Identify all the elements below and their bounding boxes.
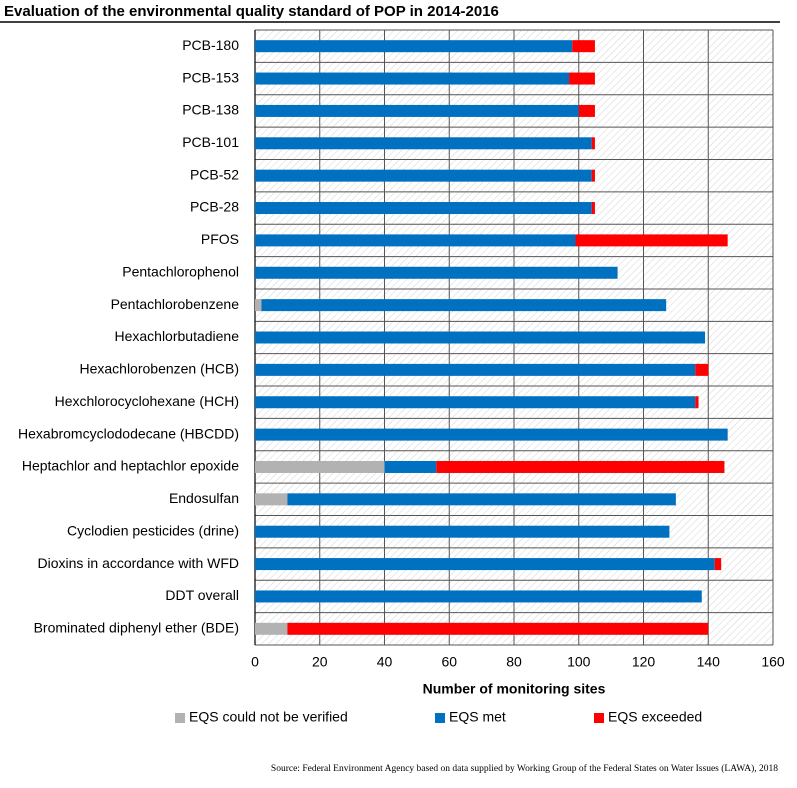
bar xyxy=(261,299,667,312)
y-tick-label: Hexabromcyclododecane (HBCDD) xyxy=(18,425,239,441)
legend-label: EQS met xyxy=(449,709,506,725)
x-tick-label: 0 xyxy=(251,654,259,670)
bar xyxy=(255,558,715,571)
y-tick-label: Pentachlorophenol xyxy=(122,263,239,279)
bar xyxy=(572,40,595,53)
bar xyxy=(714,558,722,571)
legend-swatch xyxy=(435,713,445,723)
x-tick-label: 80 xyxy=(506,654,522,670)
x-axis-title: Number of monitoring sites xyxy=(423,681,606,697)
bar xyxy=(384,460,437,473)
x-tick-label: 140 xyxy=(697,654,721,670)
x-tick-label: 160 xyxy=(761,654,785,670)
bar xyxy=(591,169,595,182)
y-tick-label: DDT overall xyxy=(165,587,239,603)
bar xyxy=(255,40,573,53)
y-tick-label: PCB-101 xyxy=(182,134,239,150)
legend-swatch xyxy=(175,713,185,723)
bar xyxy=(255,396,696,409)
y-tick-label: PCB-138 xyxy=(182,102,239,118)
legend-swatch xyxy=(594,713,604,723)
legend-label: EQS could not be verified xyxy=(189,709,348,725)
x-tick-label: 40 xyxy=(377,654,393,670)
x-tick-label: 120 xyxy=(632,654,656,670)
bar xyxy=(255,590,702,603)
bar xyxy=(287,493,676,506)
y-tick-label: PFOS xyxy=(201,231,239,247)
x-tick-label: 60 xyxy=(441,654,457,670)
y-tick-label: Dioxins in accordance with WFD xyxy=(37,555,239,571)
bar xyxy=(578,104,595,117)
bar xyxy=(255,169,592,182)
bar xyxy=(591,137,595,150)
y-tick-label: PCB-153 xyxy=(182,69,239,85)
bar xyxy=(255,525,670,538)
y-tick-label: Heptachlor and heptachlor epoxide xyxy=(22,458,239,474)
x-tick-label: 100 xyxy=(567,654,591,670)
y-tick-label: Brominated diphenyl ether (BDE) xyxy=(34,620,239,636)
bar xyxy=(591,202,595,215)
source-note: Source: Federal Environment Agency based… xyxy=(271,763,778,774)
bar xyxy=(255,428,728,441)
bar xyxy=(255,299,262,312)
bar xyxy=(695,396,699,409)
bar xyxy=(255,331,706,344)
bar xyxy=(255,234,576,247)
chart-title: Evaluation of the environmental quality … xyxy=(4,3,499,20)
bar xyxy=(255,202,592,215)
bar xyxy=(436,460,725,473)
y-tick-label: Hexchlorocyclohexane (HCH) xyxy=(55,393,239,409)
bar xyxy=(255,104,579,117)
y-tick-label: Endosulfan xyxy=(169,490,239,506)
y-tick-label: Hexachlorobenzen (HCB) xyxy=(79,361,239,377)
y-tick-label: PCB-28 xyxy=(190,199,239,215)
x-tick-label: 20 xyxy=(312,654,328,670)
y-tick-label: Pentachlorobenzene xyxy=(111,296,240,312)
bar xyxy=(695,363,709,376)
bar xyxy=(255,622,288,635)
bar xyxy=(287,622,709,635)
bar xyxy=(255,493,288,506)
y-tick-label: PCB-180 xyxy=(182,37,239,53)
bar xyxy=(255,137,592,150)
bar xyxy=(575,234,728,247)
y-tick-label: PCB-52 xyxy=(190,166,239,182)
y-tick-label: Cyclodien pesticides (drine) xyxy=(67,522,239,538)
bar xyxy=(569,72,595,85)
legend-label: EQS exceeded xyxy=(608,709,702,725)
bar xyxy=(255,460,385,473)
bar xyxy=(255,363,696,376)
bar xyxy=(255,72,570,85)
y-tick-label: Hexachlorbutadiene xyxy=(114,328,239,344)
bar xyxy=(255,266,618,279)
